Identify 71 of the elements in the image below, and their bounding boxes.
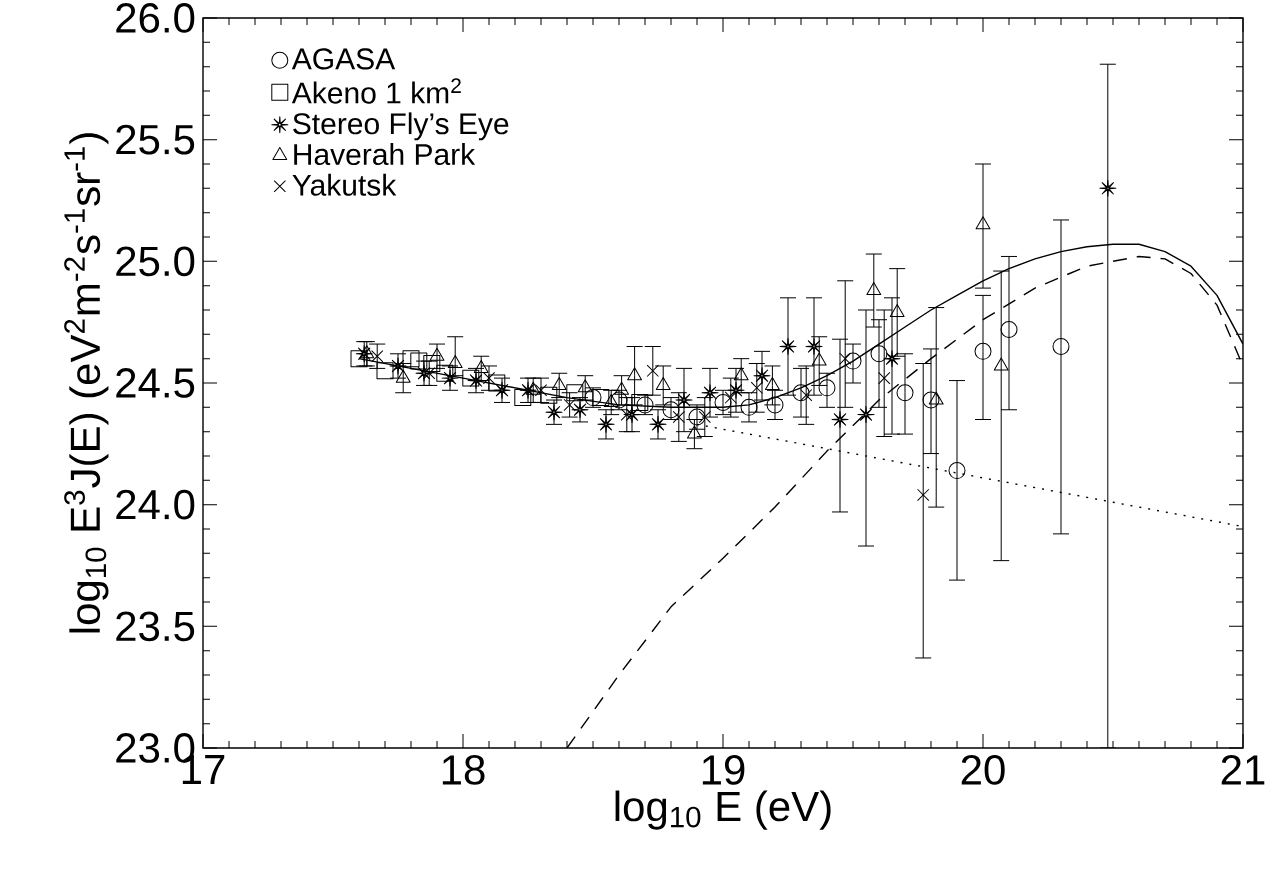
- point: [948, 462, 966, 480]
- point: [620, 408, 633, 421]
- point: [646, 364, 659, 377]
- point: [993, 357, 1009, 371]
- y-tick-label: 24.0: [116, 489, 195, 520]
- point: [811, 352, 827, 366]
- point: [928, 391, 944, 405]
- point: [831, 410, 849, 428]
- point: [649, 415, 667, 433]
- point: [1099, 179, 1117, 197]
- point: [818, 379, 836, 397]
- point: [563, 398, 576, 412]
- point: [844, 352, 862, 370]
- text: log$_{10}$ E$^{3}$J(E) (eV$^{2}$m$^{-2}$s$^{-1}$sr$^{-1}$): [64, 133, 109, 633]
- x-tick-label: 18: [442, 755, 485, 785]
- point: [740, 398, 758, 416]
- point: [389, 357, 407, 375]
- point: [482, 371, 496, 385]
- point: [376, 362, 394, 380]
- point: [896, 384, 914, 402]
- point: [889, 303, 905, 317]
- point: [545, 403, 563, 421]
- point: [577, 379, 593, 393]
- point: [779, 337, 797, 355]
- point: [870, 345, 888, 363]
- point: [917, 488, 930, 502]
- y-tick-label: 24.5: [116, 368, 195, 398]
- legend-label: Stereo Fly’s Eye: [293, 112, 509, 141]
- point: [402, 350, 420, 368]
- point: [1000, 320, 1018, 338]
- legend-label: Akeno 1 km$^{2}$: [291, 78, 461, 104]
- point: [429, 347, 445, 361]
- x-axis-title: log$_{10}$ E (eV): [615, 790, 831, 830]
- point: [878, 371, 891, 385]
- legend-label: Yakutsk: [292, 173, 397, 196]
- point: [447, 355, 463, 369]
- point: [534, 384, 548, 397]
- point: [410, 352, 428, 370]
- x-tick-label: 21: [1221, 755, 1265, 785]
- point: [805, 337, 823, 355]
- point: [371, 350, 384, 363]
- point: [839, 352, 852, 365]
- point: [415, 364, 433, 382]
- y-tick-label: 23.5: [116, 611, 195, 642]
- point: [441, 369, 459, 387]
- y-tick-label: 26.0: [116, 3, 195, 33]
- point: [1052, 337, 1070, 355]
- point: [883, 350, 901, 368]
- legend-label: Haverah Park: [294, 143, 476, 166]
- legend-label: AGASA: [291, 48, 396, 70]
- point: [974, 342, 992, 360]
- point: [866, 282, 882, 296]
- x-tick-label: 20: [961, 755, 1005, 785]
- point: [714, 393, 732, 411]
- point: [519, 381, 537, 399]
- y-tick-label: 25.0: [116, 246, 195, 277]
- point: [975, 216, 991, 230]
- point: [395, 369, 411, 383]
- point: [792, 384, 810, 402]
- point: [766, 396, 784, 414]
- point: [467, 372, 485, 390]
- point: [701, 384, 719, 402]
- point: [727, 381, 745, 399]
- point: [597, 415, 615, 433]
- x-tick-label: 19: [702, 755, 745, 785]
- point: [698, 410, 711, 424]
- point: [423, 367, 436, 380]
- point: [857, 406, 875, 424]
- point: [627, 367, 643, 381]
- y-tick-label: 25.5: [116, 124, 195, 155]
- point: [493, 381, 511, 399]
